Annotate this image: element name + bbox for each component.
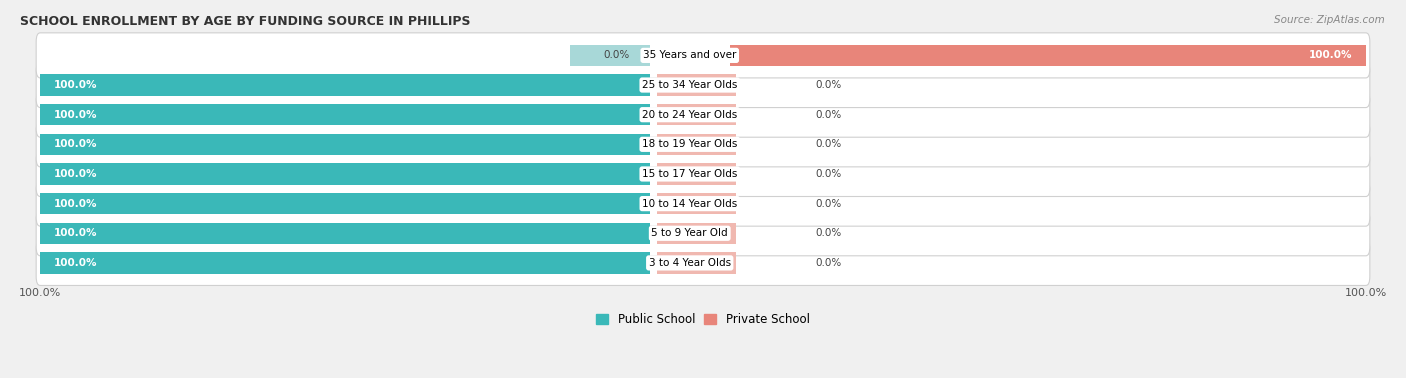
Text: 100.0%: 100.0% bbox=[53, 110, 97, 120]
Bar bbox=[657, 134, 737, 155]
Text: 20 to 24 Year Olds: 20 to 24 Year Olds bbox=[643, 110, 737, 120]
FancyBboxPatch shape bbox=[37, 152, 1369, 197]
Text: 0.0%: 0.0% bbox=[815, 80, 842, 90]
Bar bbox=[41, 74, 650, 96]
Bar bbox=[657, 74, 737, 96]
Text: 100.0%: 100.0% bbox=[53, 228, 97, 238]
FancyBboxPatch shape bbox=[37, 181, 1369, 226]
Text: Source: ZipAtlas.com: Source: ZipAtlas.com bbox=[1274, 15, 1385, 25]
Bar bbox=[41, 223, 650, 244]
Text: 10 to 14 Year Olds: 10 to 14 Year Olds bbox=[643, 198, 737, 209]
Bar bbox=[657, 104, 737, 125]
Bar bbox=[657, 193, 737, 214]
Text: 35 Years and over: 35 Years and over bbox=[643, 50, 737, 60]
Bar bbox=[657, 163, 737, 184]
Text: 0.0%: 0.0% bbox=[815, 198, 842, 209]
Bar bbox=[41, 134, 650, 155]
Bar bbox=[657, 252, 737, 274]
Text: 0.0%: 0.0% bbox=[815, 139, 842, 149]
Text: 0.0%: 0.0% bbox=[815, 110, 842, 120]
FancyBboxPatch shape bbox=[37, 92, 1369, 137]
Text: 100.0%: 100.0% bbox=[53, 258, 97, 268]
FancyBboxPatch shape bbox=[37, 240, 1369, 285]
Bar bbox=[571, 45, 650, 66]
Legend: Public School, Private School: Public School, Private School bbox=[592, 308, 814, 330]
Bar bbox=[41, 163, 650, 184]
Text: 25 to 34 Year Olds: 25 to 34 Year Olds bbox=[643, 80, 737, 90]
Text: 100.0%: 100.0% bbox=[53, 80, 97, 90]
FancyBboxPatch shape bbox=[37, 211, 1369, 256]
Text: 100.0%: 100.0% bbox=[53, 198, 97, 209]
FancyBboxPatch shape bbox=[37, 122, 1369, 167]
Bar bbox=[41, 252, 650, 274]
Text: SCHOOL ENROLLMENT BY AGE BY FUNDING SOURCE IN PHILLIPS: SCHOOL ENROLLMENT BY AGE BY FUNDING SOUR… bbox=[20, 15, 471, 28]
FancyBboxPatch shape bbox=[37, 62, 1369, 108]
Bar bbox=[41, 193, 650, 214]
Bar bbox=[730, 45, 1365, 66]
Text: 0.0%: 0.0% bbox=[815, 228, 842, 238]
Bar bbox=[657, 223, 737, 244]
Text: 18 to 19 Year Olds: 18 to 19 Year Olds bbox=[643, 139, 737, 149]
Text: 0.0%: 0.0% bbox=[815, 258, 842, 268]
Text: 5 to 9 Year Old: 5 to 9 Year Old bbox=[651, 228, 728, 238]
Bar bbox=[41, 104, 650, 125]
Text: 100.0%: 100.0% bbox=[53, 139, 97, 149]
Text: 3 to 4 Year Olds: 3 to 4 Year Olds bbox=[648, 258, 731, 268]
Text: 15 to 17 Year Olds: 15 to 17 Year Olds bbox=[643, 169, 737, 179]
Text: 100.0%: 100.0% bbox=[1309, 50, 1353, 60]
Text: 100.0%: 100.0% bbox=[53, 169, 97, 179]
FancyBboxPatch shape bbox=[37, 33, 1369, 78]
Text: 0.0%: 0.0% bbox=[603, 50, 630, 60]
Text: 0.0%: 0.0% bbox=[815, 169, 842, 179]
